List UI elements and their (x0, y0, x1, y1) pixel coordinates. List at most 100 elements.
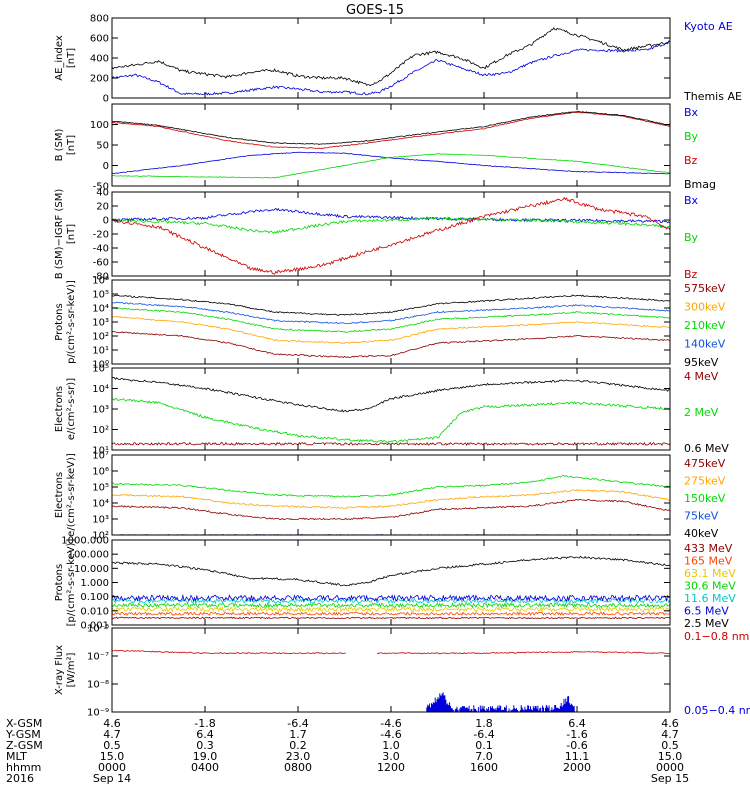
y-axis-label: Electrons e/(cm²-s-sr)] (54, 378, 77, 440)
panel-frame (111, 454, 671, 536)
series-line-30-6-mev (112, 601, 670, 609)
y-tick-label: 10⁶ (92, 467, 109, 478)
y-tick-label: 10⁰ (92, 360, 109, 371)
y-tick-label: 10⁴ (92, 499, 109, 510)
plot-title: GOES-15 (346, 3, 404, 18)
legend-40kev: 40keV (684, 527, 719, 540)
x-row-value: 3.0 (382, 750, 400, 763)
y-axis-label: B (SM) [nT] (54, 128, 77, 161)
x-row-value: 4.6 (661, 717, 679, 730)
y-axis-label-line: e/(cm²-s-sr-keV)] (66, 453, 77, 537)
legend-165-mev: 165 MeV (684, 555, 733, 568)
x-row-value: -1.6 (566, 728, 587, 741)
x-row-value: 0800 (284, 761, 312, 774)
y-tick-label: 0.001 (80, 621, 109, 632)
x-row-value: 0.3 (196, 739, 214, 752)
y-tick-label: 600 (90, 34, 109, 45)
series-line-63-1-mev (112, 606, 670, 613)
x-row-value: 0.5 (103, 739, 121, 752)
y-tick-label: -50 (93, 182, 109, 193)
panel-xray: 0.1−0.8 nm 0.05−0.4 nm 10⁻⁹ 10⁻⁸ 10⁻⁷ 10⁻⁶ X-r… (54, 624, 750, 719)
y-tick-label: 200 (90, 74, 109, 85)
series-line-300kev (112, 315, 670, 345)
y-tick-label: 10⁻⁹ (87, 708, 109, 719)
legend-433-mev: 433 MeV (684, 542, 733, 555)
legend-bz: Bz (684, 268, 698, 281)
x-row-value: 0000 (656, 761, 684, 774)
y-tick-label: -20 (93, 230, 109, 241)
x-row-value: -6.4 (287, 717, 308, 730)
panel-ae: Kyoto AE Themis AE 0 200 400 600 800 AE_index [n… (54, 14, 742, 105)
x-row-value: 4.6 (103, 717, 121, 730)
panel-frame (111, 17, 671, 99)
series-line-bx (112, 207, 670, 224)
x-row-label: 2016 (6, 772, 34, 785)
y-tick-label: 10² (92, 425, 109, 436)
series-line-575kev (112, 330, 670, 359)
legend-bx: Bx (684, 194, 699, 207)
x-row-value: -0.6 (566, 739, 587, 752)
x-row-value: 1.8 (475, 717, 493, 730)
x-row-value: 23.0 (286, 750, 311, 763)
legend-kyoto-ae: Kyoto AE (684, 20, 733, 33)
x-row-value: 0.1 (475, 739, 493, 752)
series-line-bx (112, 151, 670, 175)
legend-by: By (684, 231, 699, 244)
series-line-475kev (112, 498, 670, 521)
y-axis-label-line: p/(cm²-s-sr-keV)] (66, 280, 77, 364)
y-tick-label: 0.010 (80, 606, 109, 617)
y-tick-label: 100.000 (68, 550, 109, 561)
legend-30-6-mev: 30.6 MeV (684, 580, 736, 593)
x-row-value: 0.2 (289, 739, 307, 752)
y-axis-label-line: AE_index (54, 35, 65, 81)
y-tick-label: -40 (93, 244, 109, 255)
series-line-6-5-mev (112, 593, 670, 603)
panel-dbsm: Bx By Bz -80 -60 -40 -20 0 20 40 B (SM)−IGRF (SM)[… (54, 188, 699, 283)
panel-electrons_kev: 475keV 275keV 150keV 75keV 40keV 10² 10³ 10⁴ 10⁵… (54, 451, 726, 542)
legend-210kev: 210keV (684, 319, 726, 332)
x-row-value: 4.7 (661, 728, 679, 741)
y-axis-label: Protons p/(cm²-s-sr-keV)] (54, 280, 77, 364)
y-tick-label: 10⁶ (92, 276, 109, 287)
y-axis-label-line: B (SM) (54, 128, 65, 161)
x-row-value: 0400 (191, 761, 219, 774)
panel-frame (111, 279, 671, 365)
series-line-140kev (112, 301, 670, 325)
x-row-value: 6.4 (568, 717, 586, 730)
x-row-value: 2000 (563, 761, 591, 774)
x-row-value: -1.8 (194, 717, 215, 730)
y-tick-label: 10⁵ (92, 290, 109, 301)
series-group (112, 294, 670, 359)
series-group (112, 196, 670, 275)
y-tick-label: 0.100 (80, 592, 109, 603)
y-tick-label: 0 (103, 94, 109, 105)
y-axis-label-line: Protons (54, 303, 65, 340)
y-axis-label: B (SM)−IGRF (SM) [nT] (54, 189, 77, 280)
legend-0-6-mev: 0.6 MeV (684, 442, 729, 455)
y-axis-label-line: B (SM)−IGRF (SM) (54, 189, 65, 280)
y-tick-label: -80 (93, 272, 109, 283)
legend-0-05-0-4-nm: 0.05−0.4 nm (684, 704, 750, 717)
panel-bsm: Bx By Bz Bmag -50 0 50 100 B (SM) [nT] (54, 103, 716, 193)
y-axis-label-line: [p/(cm²-s-sr-keV)] (66, 539, 77, 627)
series-line-2-mev (112, 398, 670, 444)
x-row-value: -4.6 (380, 728, 401, 741)
y-tick-label: 10⁻⁶ (87, 624, 109, 635)
y-axis-label-line: Electrons (54, 386, 65, 432)
panel-frame (111, 103, 671, 187)
legend-6-5-mev: 6.5 MeV (684, 605, 729, 618)
y-tick-label: 1000.000 (61, 536, 109, 547)
legend-300kev: 300keV (684, 301, 726, 314)
y-axis-label-line: [W/m²] (66, 652, 77, 687)
legend-2-5-mev: 2.5 MeV (684, 617, 729, 630)
x-axis-table: X-GSM 4.6 -1.8 -6.4 -4.6 1.8 6.4 4.6 Y-GSM 4.7 6.4… (5, 717, 689, 785)
legend-63-1-mev: 63.1 MeV (684, 567, 736, 580)
y-tick-label: 800 (90, 14, 109, 25)
y-axis-label: Electrons e/(cm²-s-sr-keV)] (54, 453, 77, 537)
x-row-value: 0.5 (661, 739, 679, 752)
legend-bz: Bz (684, 154, 698, 167)
x-row-label: Y-GSM (5, 728, 41, 741)
series-line-bz (112, 111, 670, 150)
x-row-value: 4.7 (103, 728, 121, 741)
x-row-value: 1.7 (289, 728, 307, 741)
